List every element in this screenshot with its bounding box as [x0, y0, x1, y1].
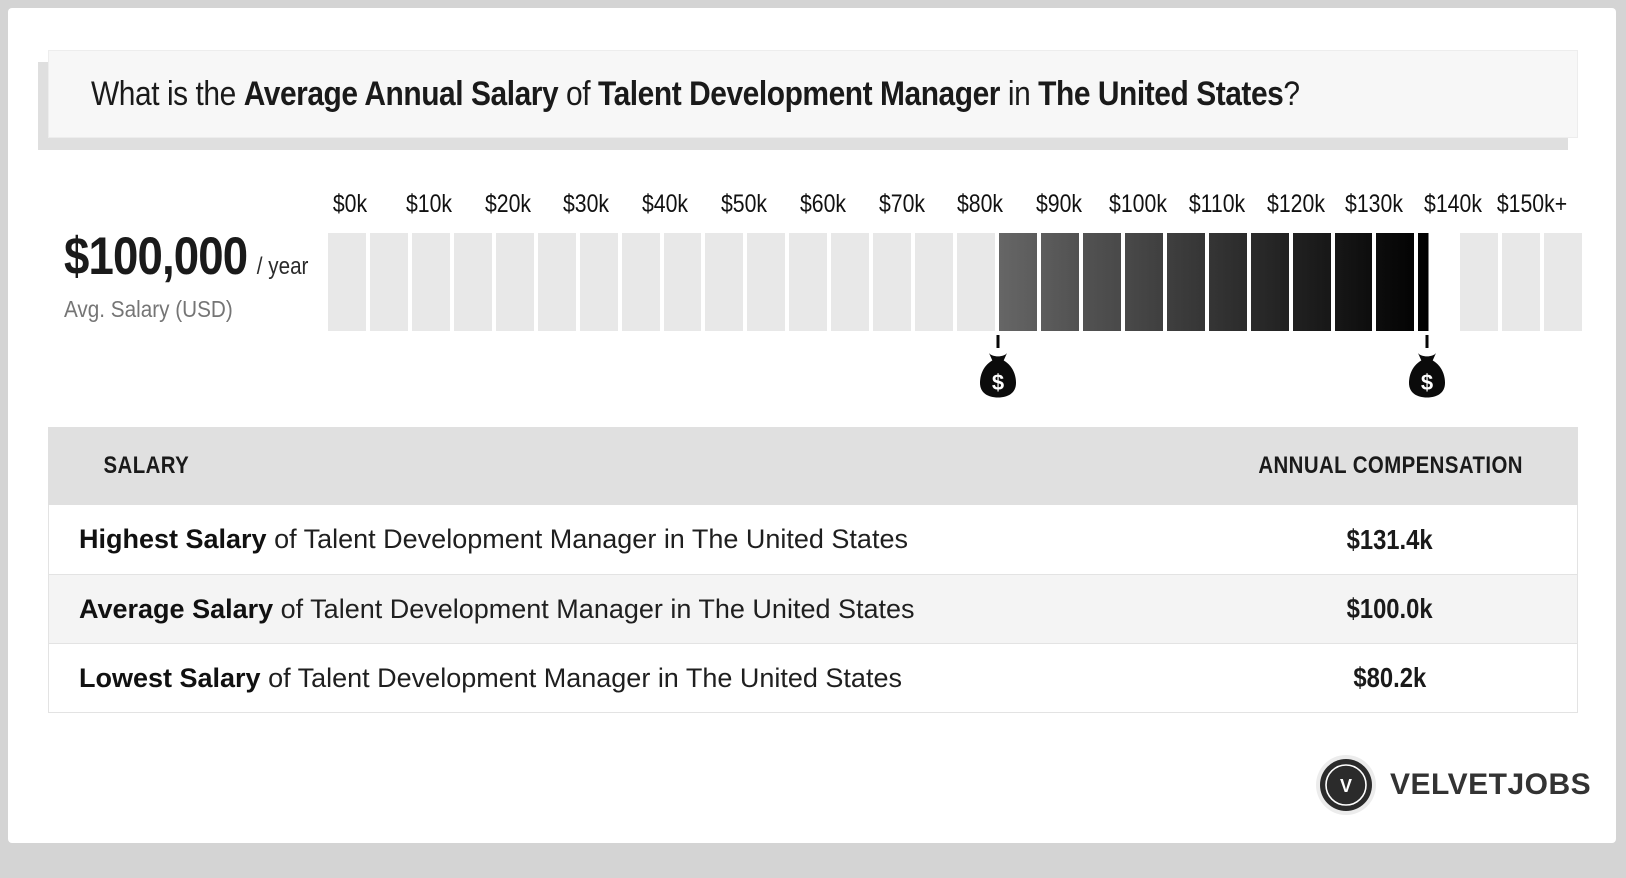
header-salary-label: SALARY: [103, 452, 190, 479]
title-segment: What is the: [91, 74, 244, 113]
salary-amount-value: $100,000: [64, 227, 248, 286]
axis-tick-label: $50k: [720, 190, 768, 218]
table-row: Highest Salary of Talent Development Man…: [49, 505, 1577, 574]
axis-tick-label: $120k: [1266, 190, 1325, 218]
velvetjobs-monogram-icon: V: [1316, 755, 1376, 815]
gauge-cell: [1166, 233, 1205, 331]
row-value: $100.0k: [1346, 593, 1434, 624]
gauge-cell: [747, 233, 786, 331]
row-value-cell: $100.0k: [1203, 593, 1577, 625]
infographic-card: What is the Average Annual Salary of Tal…: [8, 8, 1616, 843]
axis-tick-label: $130k: [1345, 190, 1404, 218]
title-segment: in: [999, 74, 1039, 113]
marker-tick: [996, 335, 1000, 348]
gauge-cell: [1376, 233, 1415, 331]
row-value-cell: $80.2k: [1203, 662, 1577, 694]
row-label-rest: of Talent Development Manager in The Uni…: [273, 593, 915, 624]
table-header-row: SALARY ANNUAL COMPENSATION: [48, 427, 1578, 505]
header-annual-compensation-label: ANNUAL COMPENSATION: [1258, 452, 1524, 479]
gauge-cell: [411, 233, 450, 331]
velvetjobs-logo: V VELVETJOBS: [1314, 753, 1591, 817]
axis-tick-label: $140k: [1424, 190, 1483, 218]
row-label: Average Salary of Talent Development Man…: [49, 594, 1203, 625]
gauge-cell: [1460, 233, 1499, 331]
axis-tick-label: $20k: [484, 190, 531, 218]
gauge-cell: [453, 233, 492, 331]
salary-table: SALARY ANNUAL COMPENSATION Highest Salar…: [48, 427, 1578, 713]
average-salary-amount: $100,000 / year: [64, 226, 308, 287]
gauge-cell: [495, 233, 534, 331]
axis-tick-label: $90k: [1036, 190, 1083, 218]
page-title: What is the Average Annual Salary of Tal…: [91, 75, 1300, 114]
gauge-cell: [1502, 233, 1541, 331]
gauge-cell: [537, 233, 576, 331]
gauge-cell: [579, 233, 618, 331]
gauge-cell: [1334, 233, 1373, 331]
row-label-bold: Lowest Salary: [79, 662, 261, 693]
table-row: Average Salary of Talent Development Man…: [49, 574, 1577, 643]
axis-tick-label: $80k: [957, 190, 1004, 218]
row-label-rest: of Talent Development Manager in The Uni…: [260, 662, 902, 693]
title-segment: ?: [1283, 74, 1300, 113]
row-label-bold: Average Salary: [79, 593, 274, 624]
title-segment: Talent Development Manager: [597, 74, 1000, 113]
gauge-cell: [873, 233, 912, 331]
axis-tick-label: $40k: [642, 190, 689, 218]
header-annual-compensation: ANNUAL COMPENSATION: [1204, 452, 1578, 480]
svg-text:$: $: [1420, 370, 1432, 395]
axis-tick-label: $10k: [405, 190, 452, 218]
gauge-cell: [1250, 233, 1289, 331]
gauge-cell: [663, 233, 702, 331]
gauge-cell: [705, 233, 744, 331]
table-row: Lowest Salary of Talent Development Mana…: [49, 643, 1577, 712]
gauge-bar: [328, 233, 1583, 331]
table-body: Highest Salary of Talent Development Man…: [48, 505, 1578, 713]
title-segment: The United States: [1038, 74, 1284, 113]
title-segment: Average Annual Salary: [243, 74, 559, 113]
money-bag-icon: $: [1407, 352, 1447, 403]
axis-tick-label: $110k: [1188, 190, 1245, 218]
gauge-cell: [957, 233, 995, 331]
gauge-cell: [915, 233, 954, 331]
money-bag-icon: $: [978, 352, 1018, 403]
gauge-cell: [1544, 233, 1583, 331]
gauge-cell: [621, 233, 660, 331]
header-salary: SALARY: [48, 452, 1204, 480]
gauge-cell: [1208, 233, 1247, 331]
row-label-rest: of Talent Development Manager in The Uni…: [266, 524, 908, 554]
gauge-cell: [328, 233, 366, 331]
gauge-cell: [999, 233, 1037, 331]
salary-caption: Avg. Salary (USD): [64, 296, 233, 322]
axis-tick-label: $30k: [563, 190, 610, 218]
salary-per-label: / year: [256, 253, 309, 280]
gauge-cell: [1040, 233, 1079, 331]
gauge-cell: [1082, 233, 1121, 331]
gauge-cell: [789, 233, 828, 331]
gauge-cell: [1124, 233, 1163, 331]
logo-text: VELVETJOBS: [1390, 768, 1592, 801]
gauge-cell: [1292, 233, 1331, 331]
axis-tick-label: $60k: [799, 190, 846, 218]
logo-monogram-letter: V: [1340, 776, 1352, 796]
marker-tick: [1425, 335, 1428, 348]
row-value: $131.4k: [1346, 523, 1434, 555]
title-segment: of: [558, 74, 598, 113]
title-box: What is the Average Annual Salary of Tal…: [48, 50, 1578, 138]
row-value-cell: $131.4k: [1203, 524, 1577, 556]
axis-tick-label: $150k+: [1496, 190, 1568, 218]
row-label-bold: Highest Salary: [79, 524, 267, 554]
gauge-cell: [831, 233, 870, 331]
axis-tick-label: $0k: [332, 190, 368, 218]
gauge-cell: [1418, 233, 1457, 331]
axis-tick-label: $70k: [878, 190, 925, 218]
svg-text:$: $: [992, 370, 1004, 395]
row-label: Lowest Salary of Talent Development Mana…: [49, 663, 1203, 694]
axis-tick-label: $100k: [1109, 190, 1167, 218]
row-value: $80.2k: [1353, 662, 1427, 693]
row-label: Highest Salary of Talent Development Man…: [49, 524, 1203, 555]
gauge-cell: [369, 233, 408, 331]
